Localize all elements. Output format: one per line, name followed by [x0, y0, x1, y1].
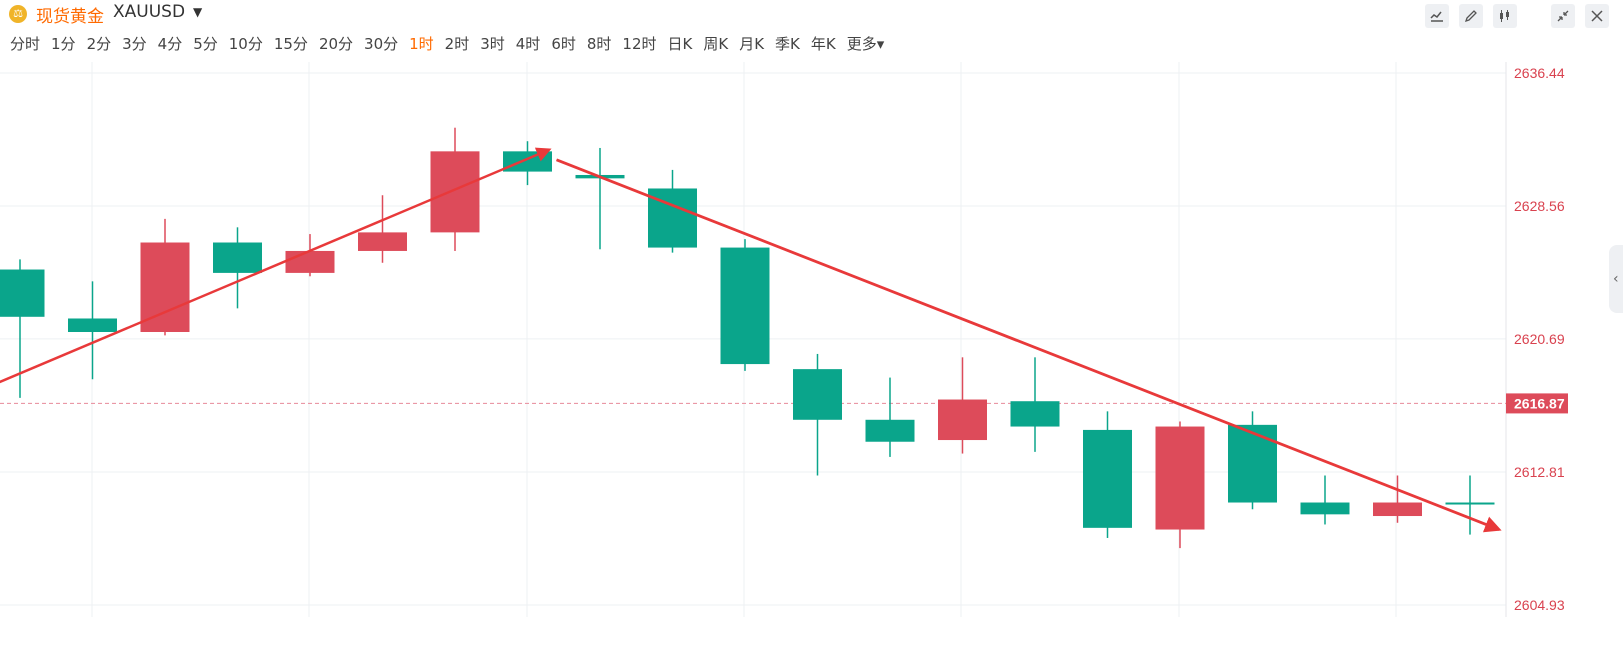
chart-toolbar — [1421, 4, 1609, 28]
period-tab-12[interactable]: 3时 — [480, 35, 505, 53]
symbol-name[interactable]: 现货黄金 — [36, 7, 104, 27]
period-tab-17[interactable]: 日K — [667, 35, 693, 53]
candle-body — [68, 318, 117, 332]
period-tab-10[interactable]: 1时 — [409, 35, 434, 53]
period-tab-16[interactable]: 12时 — [622, 35, 657, 53]
candle-body — [285, 250, 335, 273]
y-axis-tick-label: 2620.69 — [1514, 331, 1565, 347]
y-axis-tick-label: 2628.56 — [1514, 198, 1565, 214]
collapse-icon[interactable] — [1551, 4, 1575, 28]
period-tab-21[interactable]: 年K — [810, 35, 836, 53]
current-price-label: 2616.87 — [1514, 395, 1565, 411]
candle-body — [358, 232, 407, 251]
symbol-code[interactable]: XAUUSD — [113, 2, 186, 22]
candle-body — [1228, 424, 1277, 503]
period-tab-7[interactable]: 15分 — [273, 35, 308, 53]
candlestick-chart[interactable]: 2636.44 2628.56 2620.69 2612.81 2604.93 2616.… — [0, 62, 1623, 663]
y-axis-tick-label: 2604.93 — [1514, 597, 1565, 613]
period-tab-0[interactable]: 分时 — [10, 35, 41, 53]
period-tab-20[interactable]: 季K — [775, 35, 800, 53]
trend-arrow-1 — [555, 158, 1502, 533]
period-tab-3[interactable]: 3分 — [122, 35, 147, 53]
side-panel-toggle[interactable]: ‹ — [1609, 245, 1623, 313]
draw-pen-icon[interactable] — [1459, 4, 1483, 28]
candle-body — [503, 151, 552, 172]
period-tab-18[interactable]: 周K — [703, 35, 729, 53]
candle-body — [1155, 426, 1205, 530]
candle-body — [0, 269, 45, 317]
candlestick-type-icon[interactable] — [1493, 4, 1517, 28]
candle-body — [1445, 502, 1495, 505]
chevron-left-icon: ‹ — [1613, 271, 1619, 287]
current-price-badge — [1506, 393, 1568, 414]
period-tab-2[interactable]: 2分 — [86, 35, 112, 53]
period-tab-13[interactable]: 4时 — [515, 35, 541, 53]
indicator-icon[interactable] — [1425, 4, 1449, 28]
period-tab-19[interactable]: 月K — [739, 35, 765, 53]
candle-body — [938, 399, 987, 441]
period-tab-14[interactable]: 6时 — [551, 35, 576, 53]
period-tab-1[interactable]: 1分 — [51, 35, 76, 53]
period-tab-8[interactable]: 20分 — [318, 35, 354, 53]
candle-body — [1083, 429, 1132, 528]
candle-body — [430, 151, 480, 233]
period-tab-5[interactable]: 5分 — [193, 35, 218, 53]
candle-body — [1010, 401, 1060, 427]
trend-arrow-0 — [0, 147, 552, 384]
candle-body — [720, 247, 770, 365]
candle-body — [1373, 502, 1422, 517]
candle-body — [865, 419, 915, 442]
period-tab-15[interactable]: 8时 — [586, 35, 612, 53]
period-tab-4[interactable]: 4分 — [157, 35, 183, 53]
period-tab-11[interactable]: 2时 — [444, 35, 470, 53]
y-axis-tick-label: 2612.81 — [1514, 464, 1565, 480]
period-tabs: 分时 1分 2分 3分 4分 5分 10分 15分 20分 30分 1时 2时 3时 4时 6时 8时 12时日… — [10, 33, 895, 55]
y-axis-tick-label: 2636.44 — [1514, 65, 1565, 81]
caret-down-icon[interactable]: ▼ — [193, 5, 203, 19]
candle-body — [1300, 502, 1350, 515]
candle-body — [213, 242, 262, 273]
period-tab-9[interactable]: 30分 — [364, 35, 399, 53]
period-tab-6[interactable]: 10分 — [228, 35, 263, 53]
candle-body — [793, 369, 842, 420]
gold-bars-icon: ⚖ — [9, 5, 27, 23]
period-tab-22[interactable]: 更多▾ — [846, 35, 885, 53]
chart-header: ⚖ 现货黄金 XAUUSD ▼ — [0, 0, 1623, 28]
close-icon[interactable] — [1585, 4, 1609, 28]
candle-body — [140, 242, 190, 332]
